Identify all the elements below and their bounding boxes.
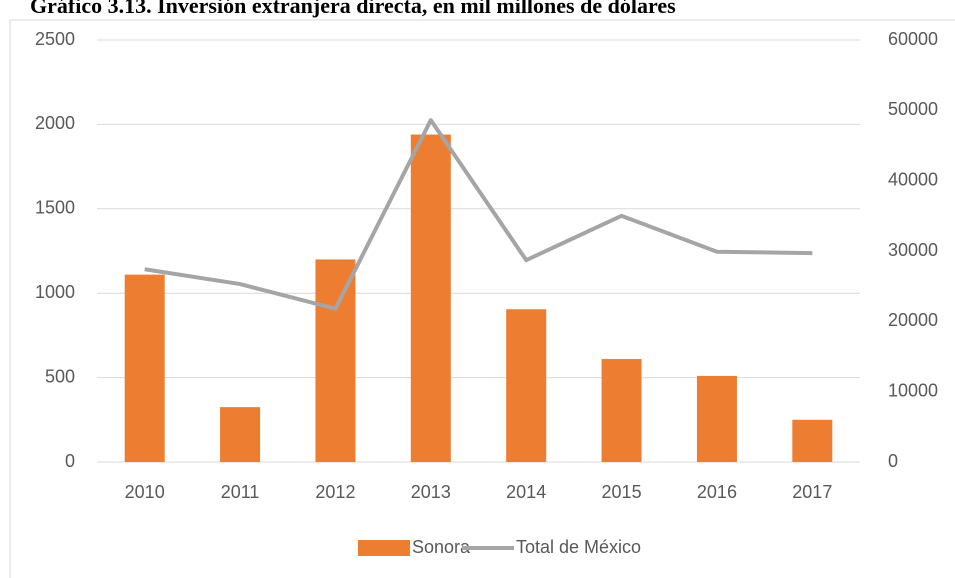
y2-tick-label: 30000 (888, 240, 938, 260)
x-tick-label: 2015 (602, 482, 642, 502)
bar (220, 407, 261, 462)
bar (792, 419, 833, 462)
bar (315, 259, 356, 462)
x-tick-label: 2013 (411, 482, 451, 502)
legend-swatch (358, 540, 410, 556)
x-tick-label: 2012 (315, 482, 355, 502)
y2-tick-label: 60000 (888, 29, 938, 49)
y-tick-label: 1500 (35, 198, 75, 218)
chart-border (9, 19, 955, 578)
x-tick-label: 2016 (697, 482, 737, 502)
x-tick-label: 2011 (221, 482, 260, 502)
y-tick-label: 2000 (35, 113, 75, 133)
y2-tick-label: 50000 (888, 99, 938, 119)
x-tick-label: 2017 (792, 482, 832, 502)
y-tick-label: 1000 (35, 282, 75, 302)
y-tick-label: 0 (65, 451, 75, 471)
chart-title: Gráfico 3.13. Inversión extranjera direc… (30, 0, 676, 18)
legend-label: Sonora (412, 537, 471, 557)
y2-tick-label: 20000 (888, 310, 938, 330)
y-tick-label: 2500 (35, 29, 75, 49)
bar (696, 375, 737, 462)
bar (506, 309, 547, 462)
bar (124, 274, 165, 462)
bar (601, 359, 642, 462)
line (144, 118, 813, 311)
legend-label: Total de México (516, 537, 641, 557)
y-tick-label: 500 (45, 366, 75, 386)
bar (410, 134, 451, 462)
y2-tick-label: 0 (888, 451, 898, 471)
x-tick-label: 2014 (506, 482, 546, 502)
y2-tick-label: 40000 (888, 169, 938, 189)
y2-tick-label: 10000 (888, 380, 938, 400)
x-tick-label: 2010 (125, 482, 165, 502)
